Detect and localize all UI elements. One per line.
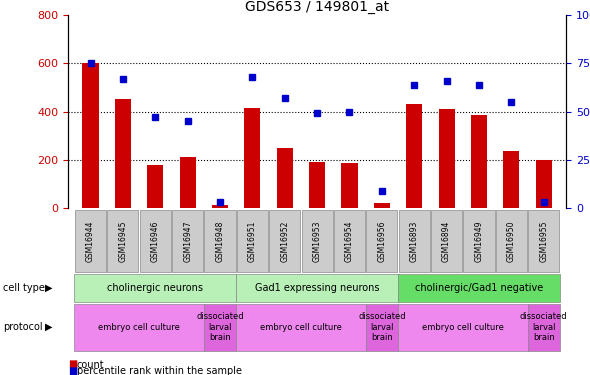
Bar bbox=[496, 210, 527, 272]
Text: GSM16944: GSM16944 bbox=[86, 220, 95, 262]
Bar bbox=[309, 162, 325, 208]
Bar bbox=[107, 210, 139, 272]
Bar bbox=[277, 148, 293, 208]
Text: GSM16950: GSM16950 bbox=[507, 220, 516, 262]
Text: cholinergic neurons: cholinergic neurons bbox=[107, 283, 204, 293]
Text: embryo cell culture: embryo cell culture bbox=[422, 322, 504, 332]
Text: GSM16945: GSM16945 bbox=[119, 220, 127, 262]
Bar bbox=[74, 304, 204, 351]
Bar bbox=[237, 210, 268, 272]
Title: GDS653 / 149801_at: GDS653 / 149801_at bbox=[245, 0, 389, 14]
Bar bbox=[244, 108, 260, 208]
Bar bbox=[431, 210, 462, 272]
Bar bbox=[74, 274, 236, 302]
Bar bbox=[471, 115, 487, 208]
Text: percentile rank within the sample: percentile rank within the sample bbox=[77, 366, 242, 375]
Bar bbox=[334, 210, 365, 272]
Bar bbox=[438, 109, 455, 208]
Bar bbox=[398, 274, 560, 302]
Text: GSM16955: GSM16955 bbox=[539, 220, 548, 262]
Bar bbox=[212, 204, 228, 208]
Text: dissociated
larval
brain: dissociated larval brain bbox=[520, 312, 568, 342]
Text: GSM16953: GSM16953 bbox=[313, 220, 322, 262]
Text: embryo cell culture: embryo cell culture bbox=[98, 322, 180, 332]
Text: cell type: cell type bbox=[3, 283, 45, 293]
Bar bbox=[179, 158, 196, 208]
Bar bbox=[406, 104, 422, 208]
Bar bbox=[269, 210, 300, 272]
Bar bbox=[464, 210, 494, 272]
Text: GSM16948: GSM16948 bbox=[215, 220, 225, 262]
Text: GSM16949: GSM16949 bbox=[474, 220, 483, 262]
Text: dissociated
larval
brain: dissociated larval brain bbox=[196, 312, 244, 342]
Text: GSM16946: GSM16946 bbox=[151, 220, 160, 262]
Bar bbox=[140, 210, 171, 272]
Bar bbox=[75, 210, 106, 272]
Bar bbox=[366, 210, 398, 272]
Text: GSM16954: GSM16954 bbox=[345, 220, 354, 262]
Bar bbox=[374, 203, 390, 208]
Text: dissociated
larval
brain: dissociated larval brain bbox=[358, 312, 406, 342]
Text: ▶: ▶ bbox=[45, 322, 52, 332]
Text: ▶: ▶ bbox=[45, 283, 52, 293]
Bar bbox=[527, 304, 560, 351]
Bar bbox=[115, 99, 131, 208]
Text: ■: ■ bbox=[68, 360, 77, 369]
Bar bbox=[536, 160, 552, 208]
Bar bbox=[236, 304, 366, 351]
Bar bbox=[528, 210, 559, 272]
Text: ■: ■ bbox=[68, 366, 77, 375]
Bar bbox=[398, 304, 527, 351]
Text: GSM16951: GSM16951 bbox=[248, 220, 257, 262]
Bar bbox=[172, 210, 203, 272]
Text: count: count bbox=[77, 360, 104, 369]
Text: GSM16947: GSM16947 bbox=[183, 220, 192, 262]
Bar bbox=[236, 274, 398, 302]
Bar bbox=[366, 304, 398, 351]
Text: embryo cell culture: embryo cell culture bbox=[260, 322, 342, 332]
Text: cholinergic/Gad1 negative: cholinergic/Gad1 negative bbox=[415, 283, 543, 293]
Bar bbox=[503, 152, 519, 208]
Bar bbox=[301, 210, 333, 272]
Text: Gad1 expressing neurons: Gad1 expressing neurons bbox=[255, 283, 379, 293]
Bar bbox=[83, 63, 99, 208]
Bar bbox=[205, 210, 235, 272]
Bar bbox=[204, 304, 236, 351]
Bar bbox=[342, 164, 358, 208]
Text: GSM16894: GSM16894 bbox=[442, 220, 451, 262]
Text: GSM16952: GSM16952 bbox=[280, 220, 289, 262]
Text: GSM16956: GSM16956 bbox=[378, 220, 386, 262]
Bar bbox=[399, 210, 430, 272]
Text: protocol: protocol bbox=[3, 322, 42, 332]
Bar bbox=[147, 165, 163, 208]
Text: GSM16893: GSM16893 bbox=[409, 220, 419, 262]
